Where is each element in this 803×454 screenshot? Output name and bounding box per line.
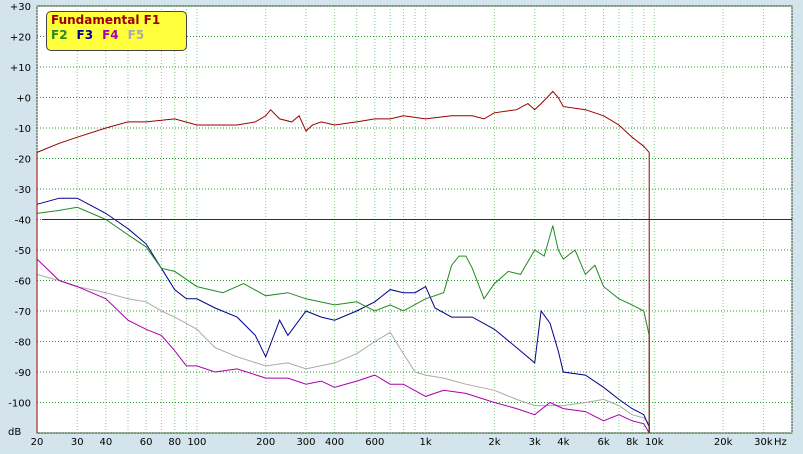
y-tick-label: -10 xyxy=(15,124,31,135)
series-line-fundamental-f1 xyxy=(36,90,650,153)
legend-row-1: Fundamental F1 xyxy=(51,13,186,28)
x-tick-label: 8k xyxy=(626,437,638,448)
x-tick-label: 100 xyxy=(187,437,206,448)
series-line-f2 xyxy=(36,206,650,336)
legend: Fundamental F1 F2 F3 F4 F5 xyxy=(46,11,187,51)
x-tick-labels: 20 30 40 60 80 100 200 300 400 600 1k 2k 3k 4k 6k 8k 10k… xyxy=(31,437,773,448)
x-tick-label: 40 xyxy=(99,437,112,448)
x-tick-label: 600 xyxy=(365,437,384,448)
x-tick-label: 300 xyxy=(296,437,315,448)
x-tick-label: 2k xyxy=(488,437,500,448)
y-tick-label: -60 xyxy=(15,277,31,288)
x-tick-label: 30k xyxy=(754,437,773,448)
y-tick-label: +20 xyxy=(10,33,31,44)
y-tick-label: +30 xyxy=(10,2,31,13)
x-tick-label: 1k xyxy=(420,437,432,448)
y-tick-label: -30 xyxy=(15,185,31,196)
y-tick-label: -90 xyxy=(15,368,31,379)
y-tick-label: +10 xyxy=(10,63,31,74)
x-tick-label: 3k xyxy=(529,437,541,448)
y-axis-label: dB xyxy=(8,427,21,438)
legend-entry-f4: F4 xyxy=(102,28,119,42)
x-tick-label: 10k xyxy=(645,437,664,448)
x-tick-label: 200 xyxy=(256,437,275,448)
x-tick-label: 60 xyxy=(140,437,153,448)
legend-entry-f1: Fundamental F1 xyxy=(51,13,161,27)
series-line-f3 xyxy=(36,197,650,428)
legend-entry-f2: F2 xyxy=(51,28,68,42)
series-lines xyxy=(36,90,650,434)
y-tick-label: -50 xyxy=(15,246,31,257)
x-tick-label: 6k xyxy=(597,437,609,448)
y-tick-label: -70 xyxy=(15,307,31,318)
x-tick-label: 80 xyxy=(168,437,181,448)
legend-row-2: F2 F3 F4 F5 xyxy=(51,28,186,43)
x-tick-label: 30 xyxy=(71,437,84,448)
x-tick-label: 4k xyxy=(557,437,569,448)
legend-entry-f5: F5 xyxy=(127,28,145,42)
y-tick-label: -80 xyxy=(15,338,31,349)
y-tick-label: -100 xyxy=(8,399,31,410)
y-tick-labels: +30 +20 +10 +0 -10 -20 -30 -40 -50 -60 -70 -80 -90 -1… xyxy=(8,2,31,410)
y-tick-label: +0 xyxy=(16,94,31,105)
series-line-f4 xyxy=(36,258,650,434)
x-axis-label: Hz xyxy=(774,437,787,448)
x-tick-label: 400 xyxy=(325,437,344,448)
x-tick-label: 20 xyxy=(31,437,44,448)
series-line-f5 xyxy=(36,273,650,425)
legend-entry-f3: F3 xyxy=(76,28,94,42)
y-tick-label: -20 xyxy=(15,155,31,166)
x-tick-label: 20k xyxy=(714,437,733,448)
y-tick-label: -40 xyxy=(15,216,31,227)
